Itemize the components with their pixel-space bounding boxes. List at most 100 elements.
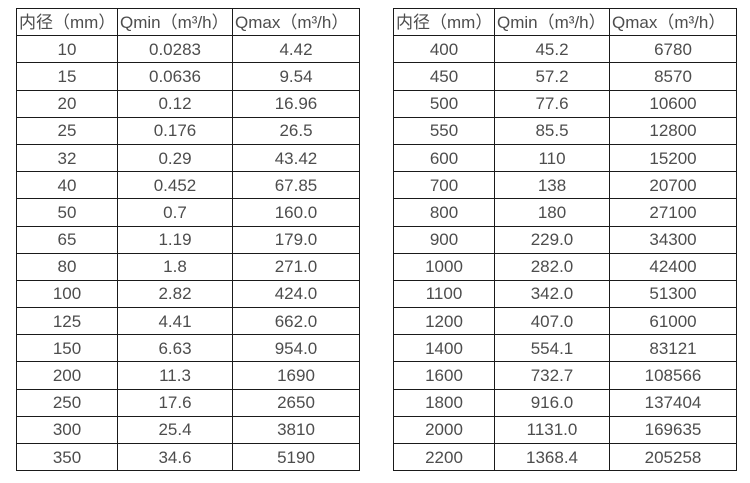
- table-cell: 662.0: [232, 307, 360, 336]
- table-cell: 0.0636: [117, 62, 233, 91]
- table-cell: 15: [16, 62, 118, 91]
- table-cell: 20700: [609, 171, 737, 200]
- table-cell: 12800: [609, 116, 737, 145]
- table-cell: 2650: [232, 388, 360, 417]
- flow-spec-table-large-diameters: 内径（mm） Qmin（m³/h） Qmax（m³/h） 400 45.2 6780 450…: [393, 7, 737, 472]
- table-cell: 700: [393, 171, 495, 200]
- table-cell: 1600: [393, 361, 495, 390]
- table-cell: 32: [16, 143, 118, 173]
- table-cell: 229.0: [494, 225, 610, 254]
- table-cell: 900: [393, 225, 495, 254]
- table-cell: 8570: [609, 62, 737, 91]
- table-row: 700 138 20700: [393, 171, 737, 200]
- table-row: 300 25.4 3810: [16, 415, 360, 445]
- table-cell: 57.2: [494, 62, 610, 91]
- table-cell: 400: [393, 35, 495, 64]
- table-cell: 169635: [609, 415, 737, 445]
- table-cell: 25: [16, 116, 118, 145]
- table-row: 1400 554.1 83121: [393, 334, 737, 363]
- table-cell: 9.54: [232, 62, 360, 91]
- column-header: 内径（mm）: [16, 7, 118, 37]
- table-cell: 43.42: [232, 143, 360, 173]
- table-cell: 0.452: [117, 171, 233, 200]
- table-row: 550 85.5 12800: [393, 116, 737, 145]
- table-cell: 80: [16, 252, 118, 281]
- table-row: 1800 916.0 137404: [393, 388, 737, 417]
- table-cell: 77.6: [494, 89, 610, 118]
- table-cell: 271.0: [232, 252, 360, 281]
- table-cell: 1400: [393, 334, 495, 363]
- tables-container: 内径（mm） Qmin（m³/h） Qmax（m³/h） 10 0.0283 4.42 15…: [16, 7, 737, 472]
- table-cell: 150: [16, 334, 118, 363]
- table-row: 32 0.29 43.42: [16, 143, 360, 173]
- table-cell: 26.5: [232, 116, 360, 145]
- table-cell: 83121: [609, 334, 737, 363]
- table-cell: 350: [16, 442, 118, 472]
- table-cell: 16.96: [232, 89, 360, 118]
- table-cell: 1200: [393, 307, 495, 336]
- header-row: 内径（mm） Qmin（m³/h） Qmax（m³/h）: [16, 7, 360, 37]
- table-cell: 34300: [609, 225, 737, 254]
- table-cell: 1131.0: [494, 415, 610, 445]
- table-cell: 954.0: [232, 334, 360, 363]
- table-cell: 34.6: [117, 442, 233, 472]
- table-cell: 45.2: [494, 35, 610, 64]
- table-cell: 2000: [393, 415, 495, 445]
- table-cell: 550: [393, 116, 495, 145]
- table-cell: 108566: [609, 361, 737, 390]
- table-row: 2200 1368.4 205258: [393, 442, 737, 472]
- table-cell: 100: [16, 279, 118, 309]
- table-row: 65 1.19 179.0: [16, 225, 360, 254]
- table-cell: 1.19: [117, 225, 233, 254]
- table-row: 900 229.0 34300: [393, 225, 737, 254]
- table-cell: 3810: [232, 415, 360, 445]
- table-row: 1100 342.0 51300: [393, 279, 737, 309]
- table-row: 200 11.3 1690: [16, 361, 360, 390]
- table-cell: 17.6: [117, 388, 233, 417]
- table-cell: 2.82: [117, 279, 233, 309]
- table-row: 20 0.12 16.96: [16, 89, 360, 118]
- table-cell: 27100: [609, 198, 737, 227]
- table-row: 25 0.176 26.5: [16, 116, 360, 145]
- table-cell: 1000: [393, 252, 495, 281]
- table-row: 400 45.2 6780: [393, 35, 737, 64]
- table-row: 15 0.0636 9.54: [16, 62, 360, 91]
- table-cell: 1690: [232, 361, 360, 390]
- table-cell: 0.7: [117, 198, 233, 227]
- table-cell: 600: [393, 143, 495, 173]
- table-cell: 1.8: [117, 252, 233, 281]
- table-row: 2000 1131.0 169635: [393, 415, 737, 445]
- table-cell: 200: [16, 361, 118, 390]
- table-cell: 0.29: [117, 143, 233, 173]
- table-cell: 42400: [609, 252, 737, 281]
- table-cell: 10600: [609, 89, 737, 118]
- table-cell: 5190: [232, 442, 360, 472]
- table-cell: 424.0: [232, 279, 360, 309]
- table-cell: 110: [494, 143, 610, 173]
- table-cell: 916.0: [494, 388, 610, 417]
- table-cell: 85.5: [494, 116, 610, 145]
- table-cell: 65: [16, 225, 118, 254]
- table-row: 50 0.7 160.0: [16, 198, 360, 227]
- table-cell: 0.176: [117, 116, 233, 145]
- table-row: 10 0.0283 4.42: [16, 35, 360, 64]
- table-row: 350 34.6 5190: [16, 442, 360, 472]
- table-row: 600 110 15200: [393, 143, 737, 173]
- column-header: Qmax（m³/h）: [232, 7, 360, 37]
- table-cell: 137404: [609, 388, 737, 417]
- table-cell: 1800: [393, 388, 495, 417]
- table-cell: 6.63: [117, 334, 233, 363]
- table-cell: 205258: [609, 442, 737, 472]
- table-cell: 732.7: [494, 361, 610, 390]
- table-cell: 51300: [609, 279, 737, 309]
- table-cell: 1368.4: [494, 442, 610, 472]
- table-cell: 500: [393, 89, 495, 118]
- table-cell: 300: [16, 415, 118, 445]
- table-cell: 407.0: [494, 307, 610, 336]
- column-header: Qmin（m³/h）: [117, 7, 233, 37]
- table-row: 1000 282.0 42400: [393, 252, 737, 281]
- table-cell: 160.0: [232, 198, 360, 227]
- flow-spec-table-small-diameters: 内径（mm） Qmin（m³/h） Qmax（m³/h） 10 0.0283 4.42 15…: [16, 7, 360, 472]
- table-row: 500 77.6 10600: [393, 89, 737, 118]
- table-cell: 4.42: [232, 35, 360, 64]
